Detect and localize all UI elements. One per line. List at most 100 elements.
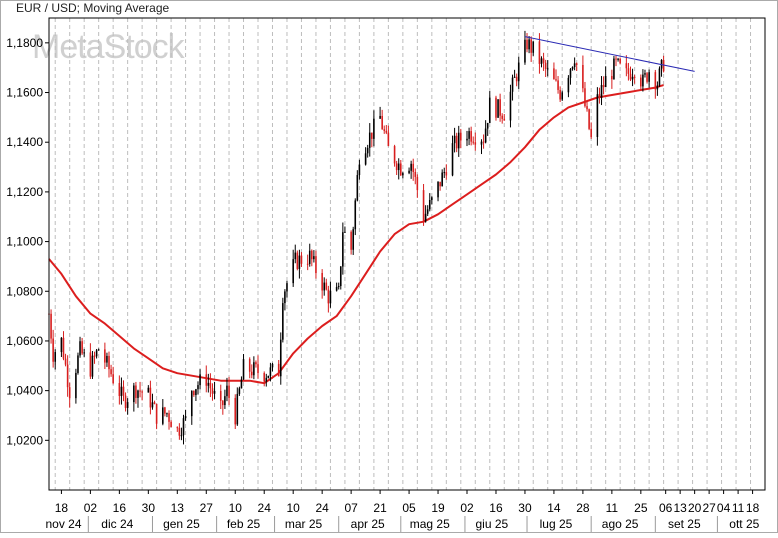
candle-body — [437, 181, 439, 198]
candle-body — [387, 132, 390, 147]
candle-body — [95, 350, 98, 357]
candle-body — [250, 371, 253, 376]
candle-body — [60, 337, 63, 353]
candle-body — [654, 72, 657, 90]
candle-body — [402, 173, 404, 176]
y-tick-label: 1,1200 — [6, 185, 43, 199]
candle-body — [530, 39, 532, 53]
candle-body — [190, 390, 193, 417]
candle-body — [646, 73, 648, 82]
candle-body — [257, 364, 259, 374]
candle-body — [373, 118, 375, 139]
candle-body — [178, 427, 181, 436]
candle-body — [397, 163, 400, 171]
candle-body — [586, 106, 588, 110]
candle-body — [315, 256, 317, 274]
candle-body — [640, 77, 642, 87]
y-tick-label: 1,1000 — [6, 235, 43, 249]
candle-body — [219, 390, 222, 401]
candle-body — [561, 92, 564, 100]
candle-body — [453, 135, 456, 144]
candle-body — [228, 385, 230, 398]
candle-body — [153, 402, 156, 404]
candle-body — [495, 97, 497, 118]
candle-body — [66, 364, 69, 388]
candle-body — [197, 385, 199, 390]
month-label: ago 25 — [602, 517, 639, 531]
candle-body — [482, 141, 485, 143]
candle-body — [451, 143, 454, 176]
candle-body — [455, 135, 458, 149]
candle-body — [236, 393, 239, 425]
candle-body — [234, 397, 237, 425]
x-tick-label: 02 — [84, 501, 98, 515]
candle-body — [313, 256, 315, 260]
candle-body — [486, 122, 489, 129]
candle-body — [112, 374, 114, 384]
candle-body — [528, 39, 530, 50]
candle-body — [255, 362, 257, 365]
x-tick-label: 14 — [547, 501, 561, 515]
candle-body — [596, 94, 599, 138]
candle-body — [559, 89, 561, 100]
x-tick-label: 13 — [171, 501, 185, 515]
candle-body — [279, 339, 282, 377]
candle-body — [658, 68, 661, 86]
candle-body — [139, 390, 141, 392]
candle-body — [424, 213, 427, 222]
candle-body — [575, 63, 578, 65]
candle-body — [151, 402, 154, 408]
candle-body — [166, 413, 168, 415]
x-tick-label: 16 — [113, 501, 127, 515]
candle-body — [474, 142, 477, 145]
candle-body — [170, 421, 172, 428]
candle-body — [195, 389, 197, 396]
candle-body — [358, 164, 361, 176]
candle-body — [555, 79, 557, 81]
candle-body — [62, 337, 65, 359]
candle-body — [484, 128, 487, 143]
candle-body — [598, 94, 601, 98]
candle-body — [590, 128, 592, 138]
candle-body — [240, 379, 243, 389]
candle-body — [91, 355, 94, 377]
candle-body — [337, 286, 340, 288]
month-label: dic 24 — [101, 517, 133, 531]
candle-body — [399, 163, 402, 176]
x-tick-label: 28 — [576, 501, 590, 515]
x-tick-label: 24 — [315, 501, 329, 515]
x-tick-label: 04 — [717, 501, 731, 515]
candle-body — [431, 197, 433, 200]
candle-body — [242, 359, 245, 380]
candle-body — [410, 163, 412, 171]
candle-body — [97, 349, 100, 351]
x-tick-label: 18 — [746, 501, 760, 515]
candle-body — [209, 382, 212, 389]
x-tick-label: 30 — [518, 501, 532, 515]
x-tick-label: 25 — [634, 501, 648, 515]
candle-body — [168, 413, 170, 422]
candle-body — [298, 255, 301, 269]
x-tick-label: 27 — [200, 501, 214, 515]
month-label: giu 25 — [475, 517, 508, 531]
candle-body — [199, 374, 201, 386]
candle-body — [263, 373, 266, 382]
candle-body — [224, 396, 226, 406]
candle-body — [118, 383, 121, 397]
candle-body — [352, 229, 354, 250]
candle-body — [342, 232, 344, 267]
watermark-logo: MetaStock — [32, 28, 186, 66]
candle-body — [292, 259, 294, 284]
candle-body — [282, 303, 284, 340]
candle-body — [93, 355, 96, 357]
y-tick-label: 1,0800 — [6, 284, 43, 298]
x-tick-label: 06 — [659, 501, 673, 515]
candle-body — [211, 388, 214, 394]
candle-body — [509, 91, 512, 121]
candle-body — [147, 387, 150, 393]
candle-body — [271, 363, 274, 368]
trendline-layer — [524, 36, 695, 72]
candle-body — [75, 372, 77, 399]
candle-body — [642, 74, 644, 87]
